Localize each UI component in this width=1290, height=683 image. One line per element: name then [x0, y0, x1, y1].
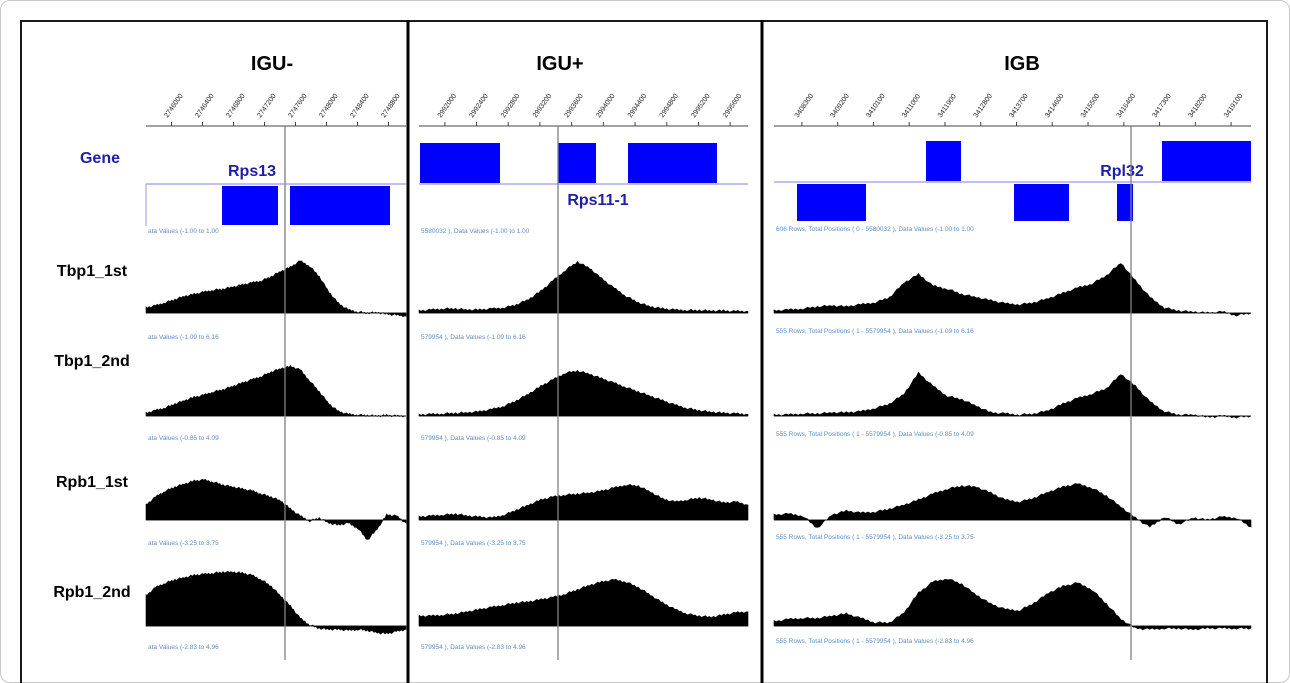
- gene-box: [628, 143, 717, 183]
- gene-box: [420, 143, 500, 183]
- tick-label: 3408300: [794, 93, 815, 119]
- track-range-label: 555 Rows, Total Positions ( 1 - 5579954 …: [776, 534, 974, 541]
- panel-title-igb: IGB: [1004, 53, 1040, 75]
- row-label-tbp1-1st: Tbp1_1st: [57, 263, 128, 280]
- track-range-label: 579954 ), Data Values (-0.85 to 4.09: [421, 435, 526, 442]
- signal-track-rpb1-1st: [145, 478, 407, 540]
- signal-track-rpb1-2nd: [418, 578, 749, 627]
- tick-label: 2995600: [722, 93, 743, 119]
- tick-label: 2747200: [256, 93, 277, 119]
- gene-box: [1162, 141, 1251, 181]
- tick-label: 2992400: [468, 93, 489, 119]
- signal-track-rpb1-1st: [418, 483, 749, 521]
- gene-model-igu-plus: Rps11-1: [419, 143, 748, 209]
- gene-model-igb: Rpl32: [774, 141, 1251, 221]
- panel-title-igu-plus: IGU+: [536, 53, 583, 75]
- row-label-gene: Gene: [80, 150, 120, 167]
- signal-track-rpb1-2nd: [773, 578, 1252, 631]
- tick-label: 3409200: [830, 93, 851, 119]
- track-range-label: 5580032 ), Data Values (-1.00 to 1.00: [421, 228, 530, 235]
- tick-label: 2748800: [380, 93, 401, 119]
- track-range-label: 579954 ), Data Values (-1.09 to 6.16: [421, 334, 526, 341]
- signal-track-tbp1-2nd: [418, 369, 749, 417]
- tick-label: 2994400: [627, 93, 648, 119]
- signal-track-tbp1-1st: [418, 260, 749, 314]
- gene-box: [1117, 184, 1133, 221]
- gene-box: [558, 143, 596, 183]
- tick-label: 3415500: [1080, 93, 1101, 119]
- track-range-label: ata Values (-1.09 to 6.16: [148, 334, 219, 341]
- tick-label: 3416400: [1116, 93, 1137, 119]
- row-label-rpb1-2nd: Rpb1_2nd: [53, 584, 130, 601]
- tick-label: 3413700: [1008, 93, 1029, 119]
- tick-label: 2995200: [690, 93, 711, 119]
- gene-name-rpl32: Rpl32: [1100, 163, 1144, 180]
- tick-label: 2994800: [659, 93, 680, 119]
- signal-track-rpb1-2nd: [145, 570, 407, 635]
- signal-track-tbp1-1st: [145, 260, 407, 318]
- tick-label: 3412800: [973, 93, 994, 119]
- tick-labels: 2746000 2746400 2746800 2747200 2747600 27480…: [163, 93, 1244, 126]
- tick-label: 3411900: [937, 93, 958, 119]
- tick-label: 2992800: [500, 93, 521, 119]
- tick-label: 3418200: [1187, 93, 1208, 119]
- gene-box: [222, 186, 278, 225]
- gene-box: [926, 141, 961, 181]
- track-range-label: 579954 ), Data Values (-2.83 to 4.96: [421, 644, 526, 651]
- track-range-label: 555 Rows, Total Positions ( 1 - 5579954 …: [776, 431, 974, 438]
- track-range-label: 555 Rows, Total Positions ( 1 - 5579954 …: [776, 638, 974, 645]
- gene-model-igu-minus: Rps13: [145, 163, 406, 226]
- gene-box: [1014, 184, 1069, 221]
- gene-box: [797, 184, 866, 221]
- tick-label: 2992000: [437, 93, 458, 119]
- tick-label: 2747600: [287, 93, 308, 119]
- signal-track-tbp1-1st: [773, 263, 1252, 317]
- tick-label: 2746800: [225, 93, 246, 119]
- signal-tracks: [145, 260, 1252, 635]
- track-range-label: 579954 ), Data Values (-3.25 to 3.75: [421, 540, 526, 547]
- track-range-label: ata Values (-3.25 to 3.75: [148, 540, 219, 547]
- tick-label: 2748000: [318, 93, 339, 119]
- gene-name-rps11-1: Rps11-1: [567, 192, 628, 209]
- track-range-label: 606 Rows, Total Positions ( 0 - 5580032 …: [776, 226, 974, 233]
- tick-label: 3419100: [1223, 93, 1244, 119]
- panel-border: [20, 20, 1268, 683]
- tick-label: 2993200: [532, 93, 553, 119]
- row-label-tbp1-2nd: Tbp1_2nd: [54, 353, 130, 370]
- track-range-label: ata Values (-1.00 to 1.00: [148, 228, 219, 235]
- track-range-label: ata Values (-0.85 to 4.09: [148, 435, 219, 442]
- signal-track-tbp1-2nd: [773, 371, 1252, 419]
- gene-name-rps13: Rps13: [228, 163, 276, 180]
- tick-label: 3410100: [865, 93, 886, 119]
- tick-label: 3414600: [1044, 93, 1065, 119]
- track-range-label: 555 Rows, Total Positions ( 1 - 5579954 …: [776, 328, 974, 335]
- tick-label: 2994000: [595, 93, 616, 119]
- tick-label: 3411000: [901, 93, 922, 119]
- gene-box: [290, 186, 390, 225]
- row-label-rpb1-1st: Rpb1_1st: [56, 474, 129, 491]
- tick-label: 2748400: [349, 93, 370, 119]
- panel-title-igu-minus: IGU-: [251, 53, 293, 75]
- track-range-label: ata Values (-2.83 to 4.96: [148, 644, 219, 651]
- tick-label: 2746000: [163, 93, 184, 119]
- tick-label: 2993600: [564, 93, 585, 119]
- tick-label: 3417300: [1151, 93, 1172, 119]
- signal-track-tbp1-2nd: [145, 365, 406, 418]
- signal-track-rpb1-1st: [773, 483, 1252, 528]
- tick-label: 2746400: [194, 93, 215, 119]
